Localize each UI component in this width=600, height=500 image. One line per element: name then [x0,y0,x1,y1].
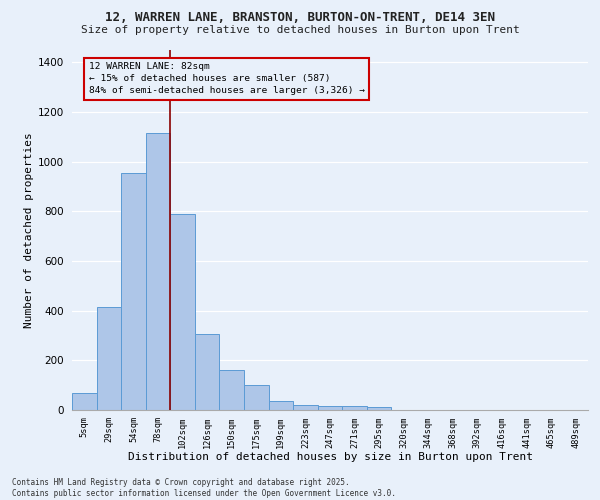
Bar [269,402,293,410]
Text: 12 WARREN LANE: 82sqm
← 15% of detached houses are smaller (587)
84% of semi-det: 12 WARREN LANE: 82sqm ← 15% of detached … [89,62,365,95]
Y-axis label: Number of detached properties: Number of detached properties [24,132,34,328]
Bar [244,385,269,410]
Bar [367,407,391,410]
Bar [195,334,220,410]
Bar [220,370,244,410]
Text: Contains HM Land Registry data © Crown copyright and database right 2025.
Contai: Contains HM Land Registry data © Crown c… [12,478,396,498]
Bar [170,214,195,410]
Bar [318,406,342,410]
X-axis label: Distribution of detached houses by size in Burton upon Trent: Distribution of detached houses by size … [128,452,533,462]
Bar [72,392,97,410]
Bar [121,173,146,410]
Bar [342,406,367,410]
Bar [146,133,170,410]
Text: Size of property relative to detached houses in Burton upon Trent: Size of property relative to detached ho… [80,25,520,35]
Text: 12, WARREN LANE, BRANSTON, BURTON-ON-TRENT, DE14 3EN: 12, WARREN LANE, BRANSTON, BURTON-ON-TRE… [105,11,495,24]
Bar [293,405,318,410]
Bar [97,307,121,410]
